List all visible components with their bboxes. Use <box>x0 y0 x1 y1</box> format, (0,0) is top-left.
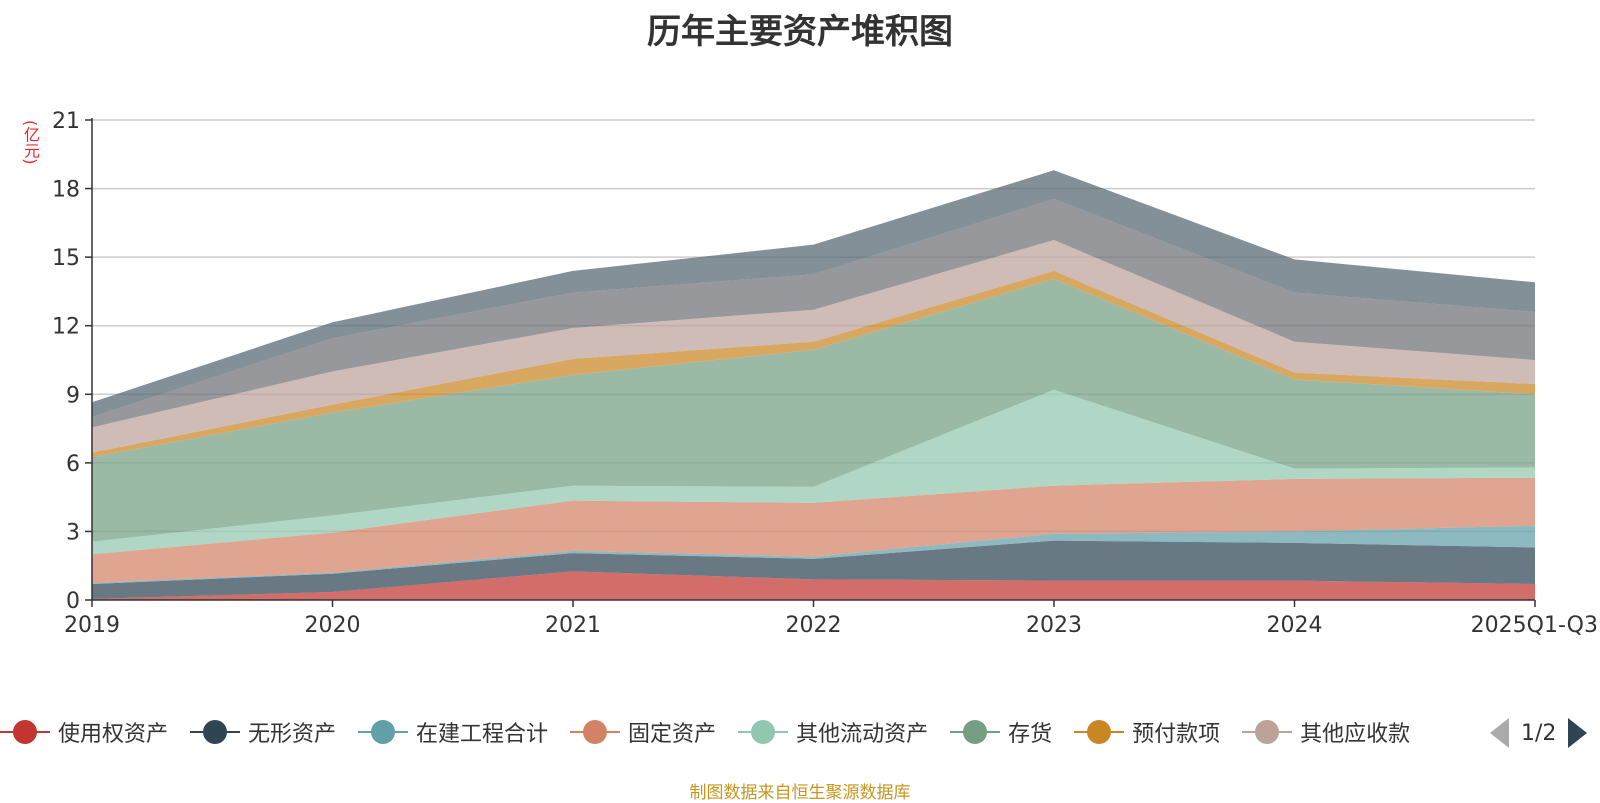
data-source-note: 制图数据来自恒生聚源数据库 <box>689 783 911 803</box>
legend-label: 其他应收款 <box>1300 722 1411 747</box>
legend: 使用权资产 无形资产 在建工程合计 固定资产 其他流动资产 存货 预付款项 其他应收款 <box>0 712 1480 752</box>
legend-marker-icon <box>0 720 50 744</box>
x-tick-label: 2021 <box>545 613 601 638</box>
legend-item[interactable]: 其他应收款 <box>1242 716 1410 748</box>
y-tick-label: 12 <box>52 315 80 340</box>
legend-item[interactable]: 在建工程合计 <box>358 716 548 748</box>
legend-marker-icon <box>1074 720 1125 744</box>
legend-item[interactable]: 预付款项 <box>1074 716 1220 748</box>
legend-item[interactable]: 使用权资产 <box>0 716 168 748</box>
legend-label: 其他流动资产 <box>796 722 929 747</box>
series-area <box>92 198 1535 428</box>
legend-dot <box>963 720 988 744</box>
series-area <box>92 170 1535 418</box>
legend-item[interactable]: 其他流动资产 <box>738 716 928 748</box>
legend-dot <box>13 720 37 744</box>
y-tick-label: 9 <box>66 383 80 408</box>
series-area <box>92 389 1535 555</box>
legend-item[interactable]: 无形资产 <box>190 716 336 748</box>
y-tick-label: 3 <box>66 520 80 545</box>
stacked-area-chart: 0 3 6 9 12 15 18 21 2019 2020 2021 2022 2023 2024 2025… <box>52 109 1598 638</box>
legend-label: 固定资产 <box>628 722 717 747</box>
legend-dot <box>583 720 608 744</box>
legend-dot <box>1087 720 1112 744</box>
legend-label: 在建工程合计 <box>416 722 549 747</box>
series-area <box>92 525 1535 584</box>
y-tick-label: 6 <box>66 452 80 477</box>
legend-marker-icon <box>950 720 1001 744</box>
x-tick-label: 2020 <box>305 613 361 638</box>
y-tick-label: 0 <box>66 589 80 614</box>
series-area <box>92 477 1535 583</box>
legend-pager: 1/2 <box>1490 716 1588 750</box>
legend-label: 使用权资产 <box>58 722 169 747</box>
y-tick-label: 21 <box>52 109 80 134</box>
legend-dot <box>751 720 776 744</box>
chart-title: 历年主要资产堆积图 <box>647 12 953 52</box>
y-tick-label: 15 <box>52 246 80 271</box>
x-tick-label: 2019 <box>64 613 120 638</box>
legend-dot <box>1255 720 1280 744</box>
axes: 0 3 6 9 12 15 18 21 2019 2020 2021 2022 2023 2024 2025… <box>52 109 1598 638</box>
legend-next-page-icon[interactable] <box>1568 718 1588 748</box>
legend-dot <box>371 720 396 744</box>
legend-marker-icon <box>738 720 789 744</box>
legend-marker-icon <box>570 720 621 744</box>
legend-dot <box>203 720 228 744</box>
legend-marker-icon <box>1242 720 1293 744</box>
series-areas <box>92 170 1535 600</box>
x-tick-label: 2025Q1-Q3 <box>1471 613 1598 638</box>
series-area <box>92 278 1535 542</box>
x-tick-label: 2022 <box>786 613 842 638</box>
series-area <box>92 571 1535 600</box>
legend-marker-icon <box>358 720 409 744</box>
y-tick-label: 18 <box>52 178 80 203</box>
legend-item[interactable]: 存货 <box>950 716 1052 748</box>
legend-label: 预付款项 <box>1132 722 1221 747</box>
legend-label: 存货 <box>1008 722 1053 747</box>
legend-item[interactable]: 固定资产 <box>570 716 716 748</box>
series-area <box>92 540 1535 599</box>
y-axis-unit-label: (亿元) <box>21 120 40 165</box>
legend-marker-icon <box>190 720 241 744</box>
x-tick-label: 2023 <box>1026 613 1082 638</box>
legend-prev-page-icon[interactable] <box>1490 718 1509 748</box>
series-area <box>92 240 1535 453</box>
legend-label: 无形资产 <box>248 722 337 747</box>
x-tick-label: 2024 <box>1267 613 1323 638</box>
legend-page-indicator: 1/2 <box>1521 720 1557 746</box>
